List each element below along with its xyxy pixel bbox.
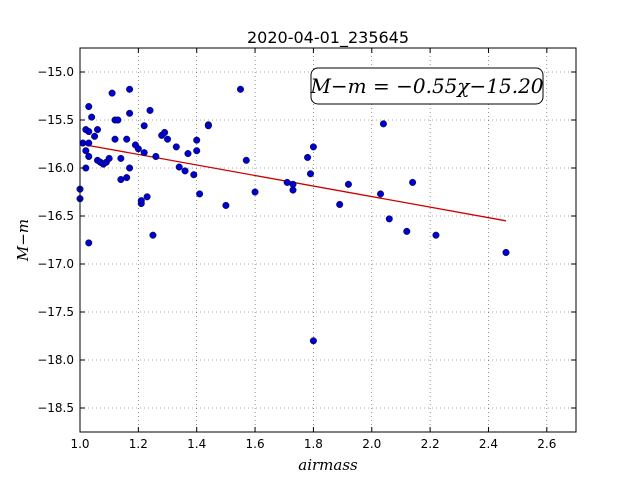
x-tick-label: 2.2 <box>421 437 440 451</box>
data-point <box>175 163 183 171</box>
x-tick-label: 1.4 <box>187 437 206 451</box>
data-point <box>403 227 411 235</box>
data-point <box>94 126 102 134</box>
data-point <box>85 103 93 111</box>
data-point <box>108 89 116 97</box>
data-point <box>190 171 198 179</box>
data-point <box>85 152 93 160</box>
x-tick-label: 1.6 <box>246 437 265 451</box>
data-point <box>152 152 160 160</box>
x-tick-label: 2.0 <box>362 437 381 451</box>
gridlines <box>79 48 576 432</box>
x-axis-label: airmass <box>298 456 358 474</box>
data-point <box>114 116 122 124</box>
x-tick-label: 1.2 <box>129 437 148 451</box>
data-point <box>134 145 142 153</box>
data-point <box>502 248 510 256</box>
data-point <box>193 136 201 144</box>
data-point <box>432 231 440 239</box>
data-point <box>164 135 172 143</box>
x-tick-label: 2.4 <box>479 437 498 451</box>
y-tick-label: −15.0 <box>37 65 74 79</box>
x-tick-label: 2.6 <box>537 437 556 451</box>
data-point <box>123 174 131 182</box>
data-point <box>149 231 157 239</box>
y-tick-label: −16.0 <box>37 161 74 175</box>
data-point <box>126 164 134 172</box>
y-tick-label: −17.0 <box>37 257 74 271</box>
data-point <box>123 135 131 143</box>
data-point <box>385 215 393 223</box>
data-point <box>377 190 385 198</box>
data-point <box>306 170 314 178</box>
data-point <box>126 85 134 93</box>
data-point <box>309 337 317 345</box>
data-point <box>105 154 113 162</box>
data-point <box>111 135 119 143</box>
y-tick-label: −17.5 <box>37 305 74 319</box>
data-point <box>146 106 154 114</box>
plot-frame <box>79 47 577 433</box>
fit-equation-box: M−m = −0.55χ−15.20 <box>309 67 544 105</box>
x-tick-label: 1.0 <box>70 437 89 451</box>
data-point <box>88 113 96 121</box>
data-point <box>137 197 145 205</box>
data-point <box>336 200 344 208</box>
data-point <box>309 143 317 151</box>
data-point <box>222 201 230 209</box>
data-point <box>242 156 250 164</box>
fit-equation-text: M−m = −0.55χ−15.20 <box>309 74 543 98</box>
data-point <box>126 109 134 117</box>
y-axis-label: M−m <box>14 219 32 262</box>
data-point <box>91 132 99 140</box>
data-point <box>82 147 90 155</box>
x-tick-label: 1.8 <box>304 437 323 451</box>
y-tick-label: −16.5 <box>37 209 74 223</box>
data-point <box>140 122 148 130</box>
data-point <box>79 139 87 147</box>
data-point <box>204 122 212 130</box>
data-point <box>304 153 312 161</box>
data-point <box>140 149 148 157</box>
data-point <box>85 239 93 247</box>
x-tick-labels: 1.0 1.2 1.4 1.6 1.8 2.0 2.2 2.4 2.6 <box>70 437 556 451</box>
data-point <box>251 188 259 196</box>
data-point <box>117 154 125 162</box>
y-tick-labels: −15.0 −15.5 −16.0 −16.5 −17.0 −17.5 −18.0 −18.5 <box>37 65 74 415</box>
data-point <box>196 190 204 198</box>
fit-equation-frame <box>310 67 544 105</box>
data-point <box>236 85 244 93</box>
data-point <box>289 180 297 188</box>
data-point <box>181 167 189 175</box>
data-point <box>85 128 93 136</box>
data-point <box>344 180 352 188</box>
data-point <box>117 176 125 184</box>
chart-title: 2020-04-01_235645 <box>247 28 409 48</box>
scatter-points <box>76 85 510 345</box>
data-point <box>172 143 180 151</box>
data-point <box>193 147 201 155</box>
y-tick-label: −18.0 <box>37 353 74 367</box>
data-point <box>184 150 192 158</box>
data-point <box>283 178 291 186</box>
data-point <box>409 178 417 186</box>
y-tick-label: −15.5 <box>37 113 74 127</box>
data-point <box>143 193 151 201</box>
axis-ticks <box>79 48 576 432</box>
data-point <box>85 139 93 147</box>
y-tick-label: −18.5 <box>37 401 74 415</box>
data-point <box>161 128 169 136</box>
data-point <box>379 120 387 128</box>
